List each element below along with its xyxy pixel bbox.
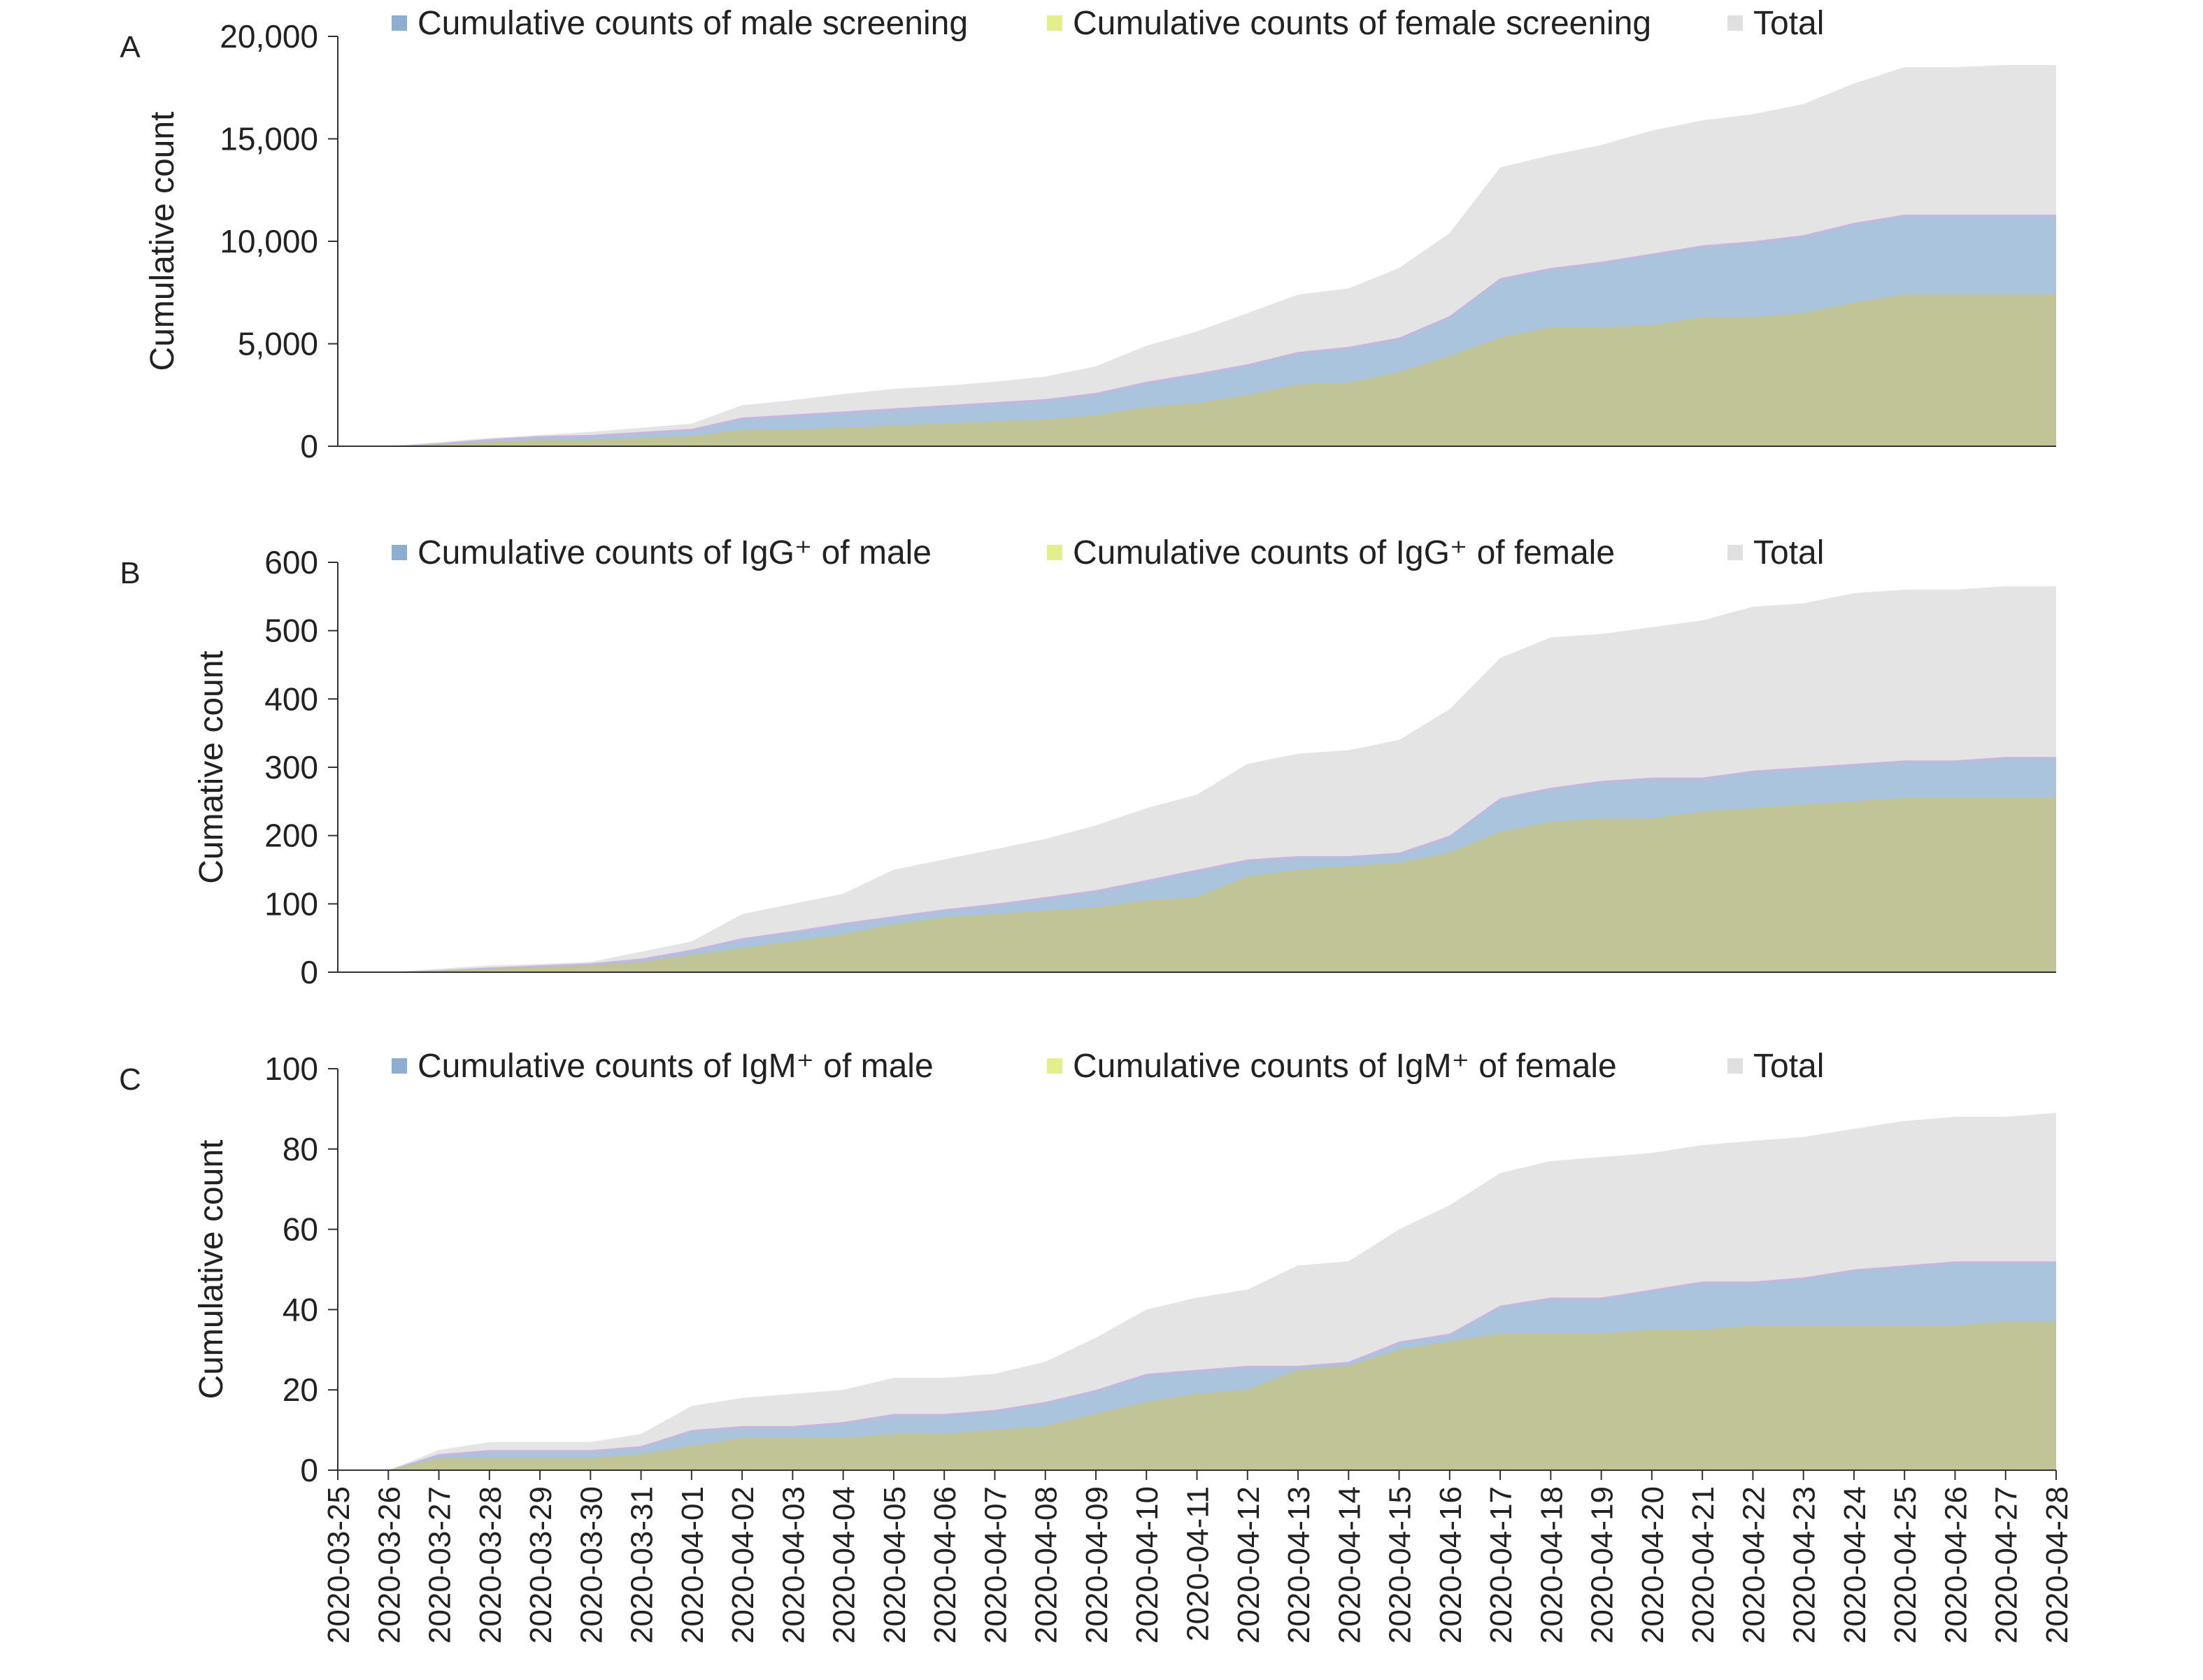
legend-label: Cumulative counts of IgM⁺ of female	[1073, 1048, 1617, 1085]
x-tick-label: 2020-04-09	[1080, 1486, 1114, 1644]
x-tick-label: 2020-04-04	[827, 1486, 862, 1644]
x-tick-label: 2020-04-28	[2040, 1486, 2074, 1644]
x-tick-label: 2020-04-23	[1788, 1486, 1822, 1644]
legend-swatch	[392, 545, 407, 560]
legend-label: Total	[1753, 534, 1824, 571]
legend-entry: Cumulative counts of IgM⁺ of female	[1047, 1048, 1617, 1085]
panel-label: B	[120, 556, 140, 590]
female-area	[338, 294, 2056, 446]
x-tick-label: 2020-03-31	[625, 1486, 660, 1644]
legend-swatch	[1727, 545, 1743, 560]
y-tick-label: 0	[300, 954, 318, 990]
y-tick-label: 100	[264, 885, 318, 922]
x-tick-label: 2020-04-24	[1838, 1486, 1872, 1644]
y-tick-label: 500	[264, 613, 318, 649]
x-tick-label: 2020-04-08	[1029, 1486, 1064, 1644]
x-tick-label: 2020-04-15	[1383, 1486, 1418, 1644]
x-tick-label: 2020-04-19	[1585, 1486, 1620, 1644]
x-tick-label: 2020-04-21	[1686, 1486, 1720, 1644]
legend-swatch	[392, 1058, 407, 1074]
legend-label: Total	[1753, 1048, 1824, 1085]
panel-label: C	[119, 1062, 141, 1097]
y-tick-label: 40	[283, 1291, 318, 1327]
legend-entry: Total	[1727, 1048, 1824, 1085]
x-tick-label: 2020-04-14	[1332, 1486, 1367, 1644]
y-tick-label: 20	[283, 1372, 318, 1408]
panel-a: 0 5,000 10,000 15,000 20,000 Cumulative count…	[120, 5, 2056, 464]
y-axis-title: Cumulative count	[144, 112, 181, 371]
y-tick-label: 5,000	[238, 326, 318, 362]
legend-entry: Total	[1727, 534, 1824, 571]
legend-label: Total	[1753, 5, 1824, 42]
x-tick-label: 2020-04-07	[978, 1486, 1013, 1644]
panel-c: 0 20 40 60 80 100 Cumulative count C Cumulative …	[119, 1048, 2057, 1488]
x-tick-label: 2020-04-20	[1636, 1486, 1670, 1644]
x-tick-label: 2020-04-01	[676, 1486, 710, 1644]
y-tick-label: 100	[264, 1051, 318, 1087]
x-tick-label: 2020-04-16	[1434, 1486, 1468, 1644]
legend-entry: Cumulative counts of IgG⁺ of female	[1047, 534, 1615, 571]
x-tick-label: 2020-03-25	[322, 1486, 356, 1644]
panel-b: 0 100 200 300 400 500 600 Cumative count B Cumula…	[120, 534, 2056, 990]
x-tick-label: 2020-04-10	[1130, 1486, 1164, 1644]
x-tick-label: 2020-04-05	[878, 1486, 912, 1644]
y-tick-label: 0	[300, 1452, 318, 1488]
x-tick-label: 2020-03-28	[473, 1486, 508, 1644]
x-tick-label: 2020-04-02	[726, 1486, 760, 1644]
legend-swatch	[1727, 15, 1743, 31]
y-axis-title: Cumative count	[193, 650, 230, 884]
legend-swatch	[392, 15, 407, 31]
legend-swatch	[1047, 545, 1062, 560]
legend-swatch	[1047, 1058, 1062, 1074]
legend-label: Cumulative counts of IgM⁺ of male	[418, 1048, 934, 1085]
legend-entry: Cumulative counts of male screening	[392, 5, 968, 42]
x-tick-label: 2020-04-17	[1484, 1486, 1518, 1644]
y-tick-label: 10,000	[220, 223, 318, 259]
female-area	[338, 798, 2056, 972]
legend-entry: Total	[1727, 5, 1824, 42]
y-tick-label: 60	[283, 1211, 318, 1248]
x-tick-label: 2020-04-06	[928, 1486, 962, 1644]
x-tick-label: 2020-04-18	[1534, 1486, 1569, 1644]
x-tick-label: 2020-04-25	[1888, 1486, 1923, 1644]
x-tick-label: 2020-04-26	[1939, 1486, 1973, 1644]
legend-entry: Cumulative counts of IgG⁺ of male	[392, 534, 932, 571]
x-tick-label: 2020-04-11	[1181, 1486, 1215, 1642]
legend-entry: Cumulative counts of IgM⁺ of male	[392, 1048, 934, 1085]
legend-label: Cumulative counts of male screening	[418, 5, 968, 42]
x-tick-label: 2020-03-30	[574, 1486, 608, 1644]
legend-label: Cumulative counts of female screening	[1073, 5, 1651, 42]
female-area	[338, 1321, 2056, 1470]
x-tick-label: 2020-03-26	[372, 1486, 406, 1644]
x-tick-label: 2020-04-22	[1737, 1486, 1771, 1644]
y-tick-label: 400	[264, 681, 318, 717]
x-axis-tick-labels: 2020-03-25 2020-03-26 2020-03-27 2020-03-28…	[322, 1486, 2074, 1644]
x-tick-label: 2020-04-12	[1232, 1486, 1266, 1644]
x-tick-label: 2020-04-03	[776, 1486, 811, 1644]
y-tick-label: 300	[264, 749, 318, 785]
x-tick-label: 2020-04-13	[1282, 1486, 1316, 1644]
legend-swatch	[1727, 1058, 1743, 1074]
y-tick-label: 600	[264, 544, 318, 581]
y-axis-title: Cumulative count	[193, 1140, 230, 1400]
y-tick-label: 0	[300, 428, 318, 464]
legend-label: Cumulative counts of IgG⁺ of female	[1073, 534, 1615, 571]
x-tick-label: 2020-04-27	[1990, 1486, 2024, 1644]
legend-entry: Cumulative counts of female screening	[1047, 5, 1651, 42]
y-tick-label: 80	[283, 1131, 318, 1167]
y-tick-label: 20,000	[220, 18, 318, 55]
legend-label: Cumulative counts of IgG⁺ of male	[418, 534, 932, 571]
x-tick-label: 2020-03-29	[524, 1486, 558, 1644]
panel-label: A	[120, 30, 141, 64]
y-tick-label: 15,000	[220, 121, 318, 157]
legend-swatch	[1047, 15, 1062, 31]
y-tick-label: 200	[264, 818, 318, 854]
x-tick-label: 2020-03-27	[423, 1486, 457, 1644]
